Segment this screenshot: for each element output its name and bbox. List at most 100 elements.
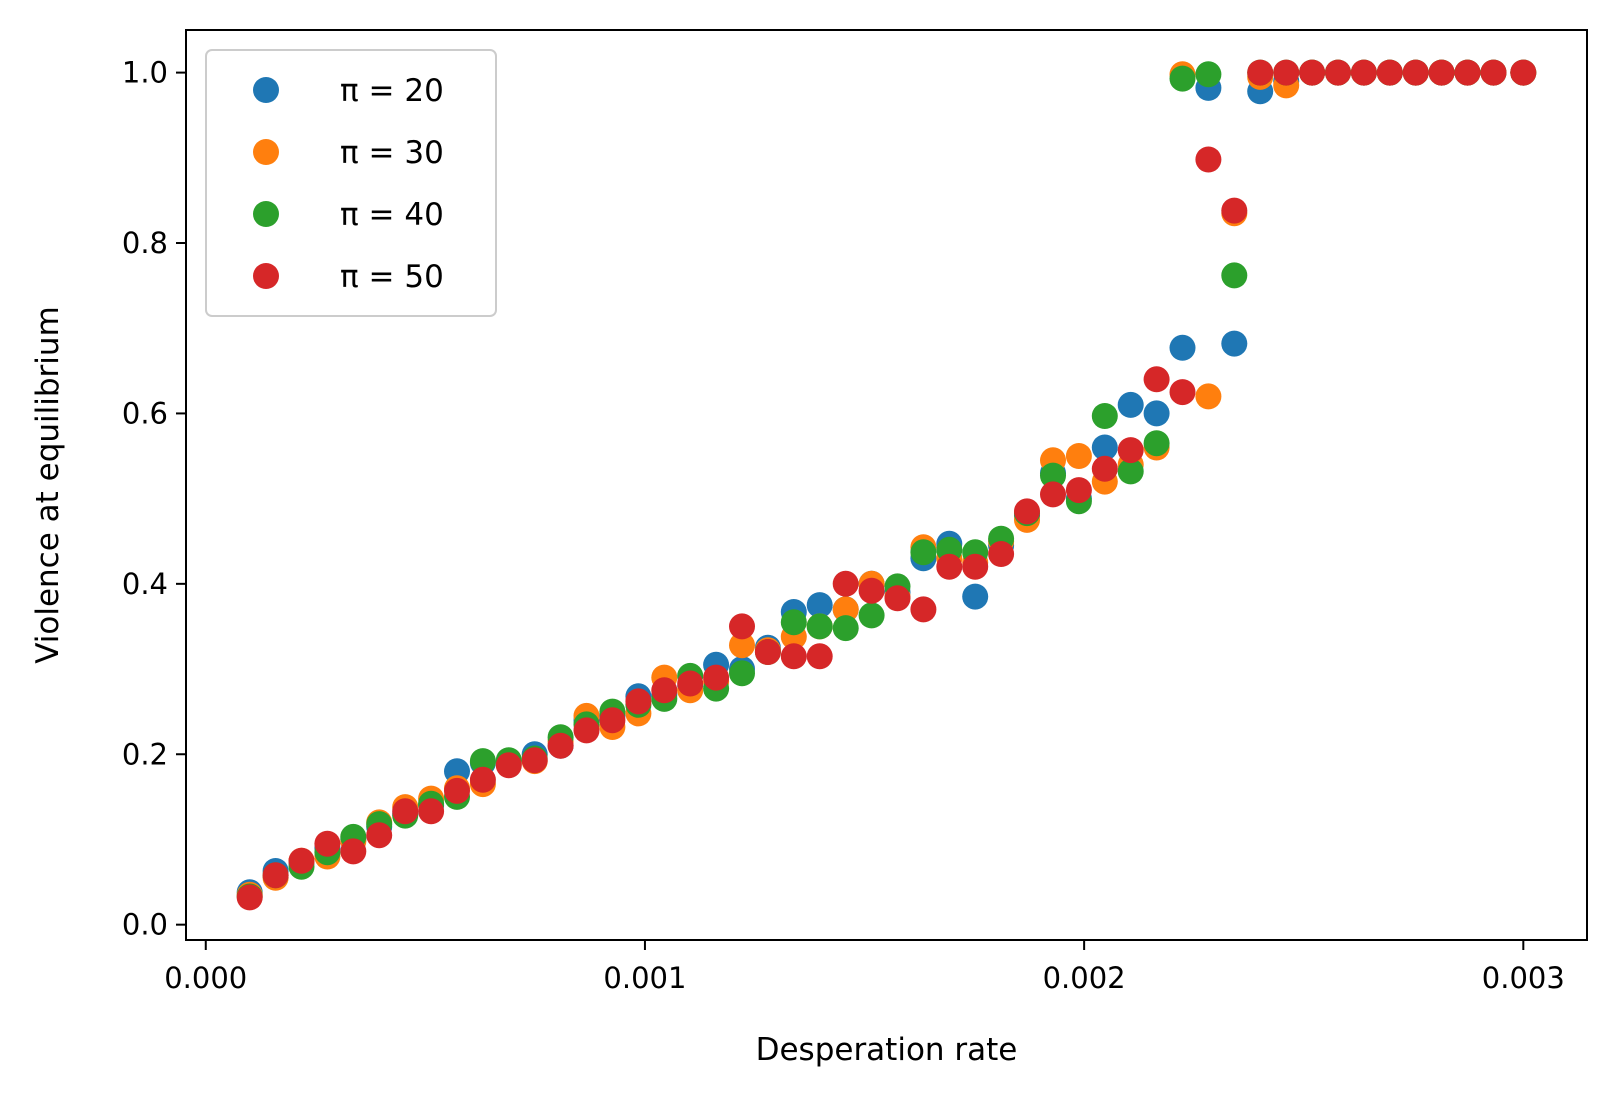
- data-point: [1195, 146, 1222, 173]
- data-point: [1169, 334, 1196, 361]
- legend-label: π = 30: [340, 135, 444, 171]
- data-point: [625, 688, 652, 715]
- data-point: [1143, 400, 1170, 427]
- x-axis-ticks: 0.000 0.001 0.002 0.003: [164, 940, 1565, 995]
- data-point: [832, 615, 859, 642]
- data-point: [1117, 458, 1144, 485]
- data-point: [754, 639, 781, 665]
- legend-label: π = 50: [340, 259, 444, 295]
- data-point: [1091, 403, 1118, 429]
- data-point: [1195, 61, 1222, 88]
- data-point: [1117, 437, 1144, 464]
- x-tick-label: 0.003: [1482, 961, 1565, 995]
- y-tick-label: 0.8: [122, 226, 168, 260]
- data-point: [677, 670, 704, 697]
- data-point: [1221, 262, 1248, 289]
- data-point: [1402, 59, 1429, 86]
- data-point: [806, 592, 833, 619]
- data-point: [1040, 462, 1066, 489]
- data-point: [910, 539, 937, 566]
- data-point: [858, 577, 885, 604]
- data-point: [392, 798, 419, 825]
- legend-marker: [253, 77, 279, 103]
- legend-label: π = 40: [340, 197, 444, 233]
- data-point: [806, 613, 833, 640]
- x-tick-label: 0.002: [1043, 961, 1126, 995]
- data-point: [599, 707, 626, 734]
- data-point: [469, 766, 496, 793]
- y-tick-label: 1.0: [122, 56, 168, 90]
- data-point: [1376, 59, 1403, 86]
- data-point: [729, 632, 755, 659]
- data-point: [1117, 391, 1144, 418]
- data-point: [858, 602, 885, 629]
- data-point: [1091, 455, 1118, 482]
- data-points: [236, 59, 1537, 911]
- data-point: [1014, 498, 1040, 525]
- data-point: [288, 847, 315, 874]
- legend-marker: [253, 263, 279, 289]
- y-tick-label: 0.2: [122, 737, 168, 771]
- data-point: [910, 596, 937, 623]
- data-point: [780, 643, 807, 670]
- data-point: [340, 838, 367, 865]
- data-point: [444, 777, 470, 804]
- data-point: [1143, 366, 1170, 393]
- data-point: [1428, 59, 1455, 86]
- data-point: [495, 752, 522, 779]
- data-point: [1195, 383, 1222, 410]
- data-point: [547, 732, 574, 759]
- series-4: [236, 59, 1537, 911]
- y-axis-ticks: 0.0 0.2 0.4 0.6 0.8 1.0: [122, 56, 186, 942]
- data-point: [729, 660, 755, 687]
- x-tick-label: 0.001: [603, 961, 686, 995]
- data-point: [1065, 477, 1092, 504]
- data-point: [236, 884, 263, 911]
- data-point: [1350, 59, 1377, 86]
- x-axis-label: Desperation rate: [756, 1032, 1018, 1068]
- data-point: [1480, 59, 1507, 86]
- data-point: [729, 613, 755, 640]
- y-tick-label: 0.6: [122, 396, 168, 430]
- data-point: [573, 717, 600, 744]
- data-point: [1273, 59, 1300, 86]
- data-point: [366, 822, 393, 849]
- legend-marker: [253, 139, 279, 165]
- data-point: [469, 748, 496, 775]
- data-point: [936, 553, 963, 580]
- data-point: [1143, 430, 1170, 457]
- data-point: [884, 585, 911, 612]
- data-point: [1325, 59, 1351, 86]
- data-point: [1091, 434, 1118, 461]
- legend-marker: [253, 201, 279, 227]
- data-point: [962, 583, 989, 610]
- data-point: [962, 553, 989, 580]
- data-point: [1454, 59, 1481, 86]
- data-point: [1169, 65, 1196, 92]
- y-axis-label: Violence at equilibrium: [30, 306, 66, 664]
- data-point: [1299, 59, 1326, 86]
- data-point: [1169, 379, 1196, 406]
- data-point: [703, 664, 730, 691]
- data-point: [314, 830, 341, 857]
- legend: π = 20 π = 30 π = 40 π = 50: [205, 49, 497, 317]
- y-tick-label: 0.4: [122, 567, 168, 601]
- y-tick-label: 0.0: [122, 908, 168, 942]
- data-point: [780, 609, 807, 636]
- data-point: [1510, 59, 1537, 86]
- data-point: [1221, 330, 1248, 357]
- data-point: [988, 541, 1015, 567]
- data-point: [262, 862, 289, 889]
- data-point: [832, 596, 859, 623]
- data-point: [521, 747, 548, 774]
- data-point: [418, 798, 445, 825]
- data-point: [1065, 443, 1092, 469]
- plot-frame: [185, 29, 1588, 941]
- x-tick-label: 0.000: [164, 961, 247, 995]
- data-point: [651, 677, 678, 704]
- data-point: [832, 570, 859, 597]
- legend-label: π = 20: [340, 73, 444, 109]
- data-point: [1221, 197, 1248, 224]
- data-point: [1040, 481, 1066, 508]
